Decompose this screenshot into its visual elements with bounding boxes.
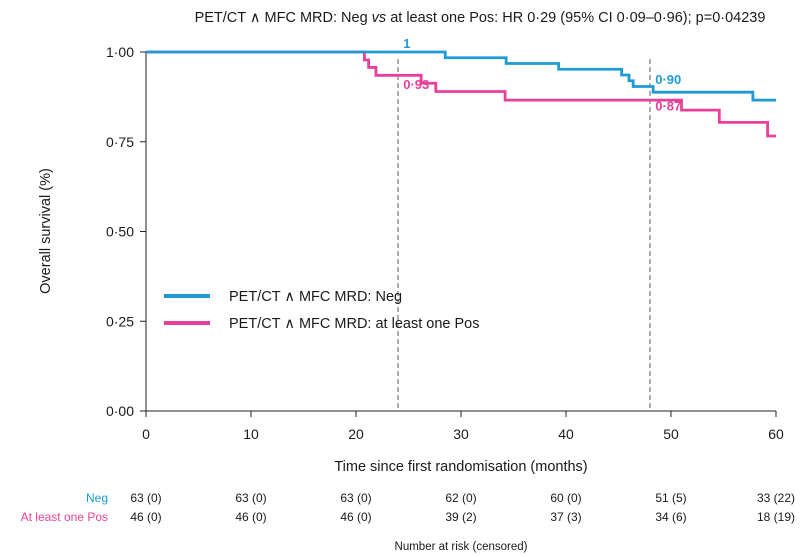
risk-cell: 60 (0) bbox=[550, 491, 581, 505]
risk-table: Neg 63 (0) 63 (0) 63 (0) 62 (0) 60 (0) 51 (5) 3… bbox=[21, 491, 795, 524]
risk-cell: 62 (0) bbox=[445, 491, 476, 505]
y-tick-label: 0·25 bbox=[106, 313, 134, 329]
risk-row-label: Neg bbox=[86, 491, 108, 505]
series-line-neg bbox=[146, 50, 776, 102]
data-label: 0·93 bbox=[403, 77, 429, 92]
legend-label: PET/CT ∧ MFC MRD: Neg bbox=[229, 289, 402, 305]
series-line-pos bbox=[146, 50, 776, 138]
y-tick-label: 0·75 bbox=[106, 134, 134, 150]
risk-cell: 37 (3) bbox=[550, 510, 581, 524]
x-tick-label: 20 bbox=[348, 426, 364, 442]
risk-cell: 63 (0) bbox=[130, 491, 161, 505]
risk-cell: 18 (19) bbox=[757, 510, 795, 524]
x-tick-label: 10 bbox=[243, 426, 259, 442]
curve-annotations: 1 0·90 0·93 0·87 bbox=[403, 36, 681, 114]
risk-cell: 51 (5) bbox=[655, 491, 686, 505]
y-tick-label: 0·00 bbox=[106, 403, 134, 419]
x-tick-label: 40 bbox=[558, 426, 574, 442]
risk-cell: 46 (0) bbox=[340, 510, 371, 524]
risk-table-title: Number at risk (censored) bbox=[395, 541, 528, 553]
x-tick-label: 60 bbox=[768, 426, 784, 442]
risk-cell: 34 (6) bbox=[655, 510, 686, 524]
risk-cell: 33 (22) bbox=[757, 491, 795, 505]
y-tick-label: 0·50 bbox=[106, 224, 134, 240]
x-tick-label: 0 bbox=[142, 426, 150, 442]
risk-cell: 63 (0) bbox=[235, 491, 266, 505]
chart-title: PET/CT ∧ MFC MRD: Neg vs at least one Po… bbox=[195, 10, 766, 26]
chart-title-pre: PET/CT ∧ MFC MRD: Neg bbox=[195, 10, 372, 26]
chart-title-italic: vs bbox=[372, 10, 387, 26]
y-tick-label: 1·00 bbox=[106, 44, 134, 60]
x-tick-label: 30 bbox=[453, 426, 469, 442]
data-label: 0·87 bbox=[655, 99, 681, 114]
plot-axes: 0·00 0·25 0·50 0·75 1·00 0 10 20 30 40 50 60 bbox=[106, 44, 784, 442]
data-label: 1 bbox=[403, 36, 410, 51]
data-label: 0·90 bbox=[655, 72, 681, 87]
legend: PET/CT ∧ MFC MRD: Neg PET/CT ∧ MFC MRD: a… bbox=[164, 289, 479, 332]
x-tick-label: 50 bbox=[663, 426, 679, 442]
risk-cell: 39 (2) bbox=[445, 510, 476, 524]
x-axis-label: Time since first randomisation (months) bbox=[334, 459, 587, 475]
survival-curves bbox=[146, 50, 776, 138]
y-axis-label: Overall survival (%) bbox=[38, 168, 54, 294]
reference-lines bbox=[397, 59, 651, 411]
legend-label: PET/CT ∧ MFC MRD: at least one Pos bbox=[229, 316, 479, 332]
risk-row-label: At least one Pos bbox=[21, 510, 108, 524]
risk-cell: 46 (0) bbox=[235, 510, 266, 524]
risk-cell: 63 (0) bbox=[340, 491, 371, 505]
risk-cell: 46 (0) bbox=[130, 510, 161, 524]
chart-title-post: at least one Pos: HR 0·29 (95% CI 0·09–0… bbox=[386, 10, 765, 26]
